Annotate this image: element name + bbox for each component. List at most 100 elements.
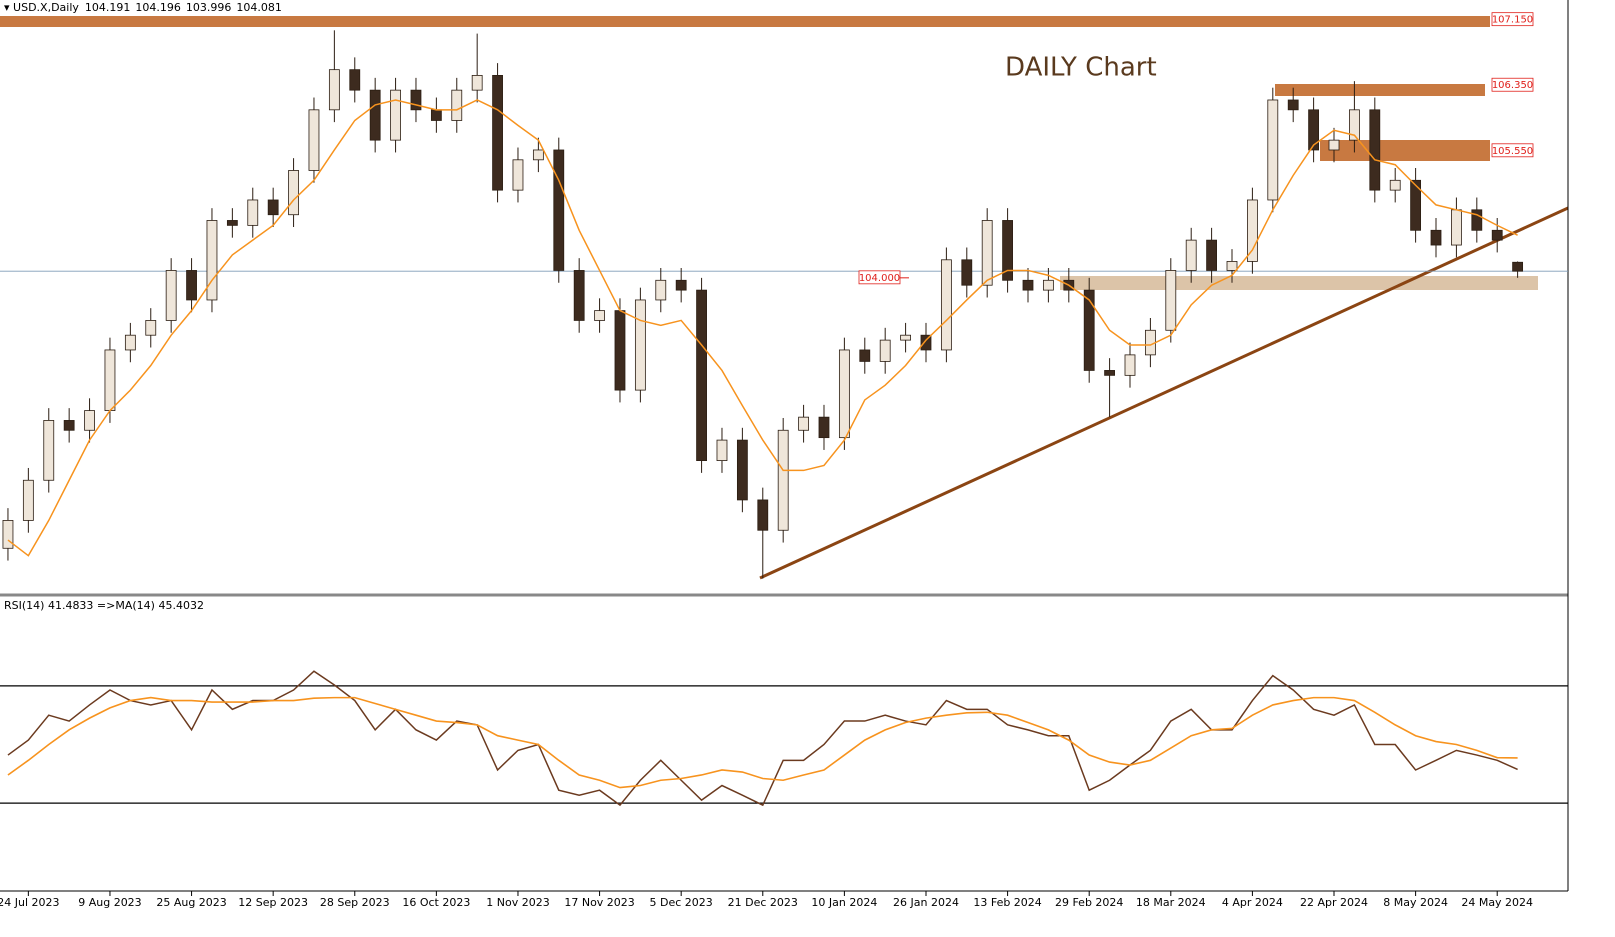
candle-body [532,149,544,161]
resistance-zone [1320,140,1490,161]
candle-body [267,199,279,216]
level-label: 106.350 [1492,80,1533,91]
candle-body [1491,229,1503,241]
rsi-line [7,670,1518,807]
candle-body [369,89,381,141]
candle-body [1226,261,1238,271]
candle-body [859,349,871,362]
x-tick-label: 17 Nov 2023 [564,896,634,909]
support-zone [1060,276,1538,290]
candle-body [2,520,14,549]
x-tick-label: 8 May 2024 [1383,896,1448,909]
candle-body [1165,270,1177,331]
chart-title: DAILY Chart [1005,53,1157,83]
candle-body [798,416,809,431]
candle-body [1451,209,1462,246]
candle-body [1349,109,1360,141]
candle-body [736,439,748,501]
level-label-box [1491,143,1534,158]
candle-body [1369,109,1381,191]
candle-body [1083,289,1095,371]
candle-body [757,499,769,531]
candle-body [1124,354,1136,376]
candle-body [879,339,891,362]
candle-body [1308,109,1320,151]
candle-body [1002,220,1013,281]
candle-body [1430,229,1442,246]
chart-header: ▾ USD.X,Daily 104.191 104.196 103.996 104.08… [4,1,282,14]
candle-body [328,69,340,111]
candle-body [22,479,34,521]
level-label-box [1491,12,1534,27]
candle-body [124,334,136,351]
x-tick-label: 16 Oct 2023 [402,896,470,909]
candle-body [492,74,503,191]
x-tick-label: 25 Aug 2023 [156,896,226,909]
candle-body [512,159,524,191]
resistance-zone [1275,84,1485,96]
candle-body [206,220,218,301]
x-tick-label: 5 Dec 2023 [650,896,713,909]
level-label-box [1491,77,1534,92]
candle-body [43,420,55,481]
symbol: USD.X,Daily [13,1,79,14]
last-close: 104.081 [236,1,282,14]
candle-body [430,109,442,121]
candle-body [594,310,605,321]
trendline [759,206,1569,580]
level-label: 105.550 [1492,146,1533,157]
candle-body [838,349,850,439]
candle-body [940,259,952,351]
candle-body [614,310,626,391]
collapse-icon: ▾ [4,1,13,14]
x-tick-label: 12 Sep 2023 [238,896,308,909]
candle-body [186,270,197,301]
candle-body [961,259,973,286]
candle-body [247,199,259,226]
candle-body [84,410,95,431]
candle-body [1410,179,1422,231]
candle-body [165,270,177,321]
candle-body [634,299,646,391]
candle-body [308,109,320,171]
candle-body [1328,139,1340,151]
candle-body [1042,279,1054,291]
candle-body [920,334,932,351]
x-tick-label: 24 Jul 2023 [0,896,59,909]
candle-body [349,69,361,91]
candle-body [1512,261,1524,272]
x-tick-label: 4 Apr 2024 [1222,896,1283,909]
candle-body [1247,199,1258,262]
x-tick-label: 9 Aug 2023 [78,896,141,909]
candle-body [553,149,565,271]
x-tick-label: 26 Jan 2024 [893,896,959,909]
x-tick-label: 29 Feb 2024 [1055,896,1123,909]
candle-body [145,320,157,336]
x-tick-label: 24 May 2024 [1461,896,1533,909]
candle-body [1389,179,1401,191]
candle-body [573,270,585,321]
candle-body [410,89,422,111]
resistance-zone [0,16,1490,27]
candle-body [777,429,789,531]
rsi-label: RSI(14) 41.4833 =>MA(14) 45.4032 [4,599,204,612]
x-tick-label: 28 Sep 2023 [320,896,390,909]
candle-body [818,416,830,439]
candle-body [675,279,687,291]
candle-body [1287,99,1299,111]
x-tick-label: 21 Dec 2023 [728,896,798,909]
level-label: 104.000 [859,273,900,284]
candle-body [981,220,993,286]
candle-body [471,74,483,91]
candle-body [288,170,299,216]
candle-body [104,349,116,411]
candle-body [900,334,911,341]
candle-body [63,420,75,431]
x-tick-label: 10 Jan 2024 [811,896,877,909]
candle-body [1206,239,1217,271]
last-high: 104.196 [135,1,181,14]
candle-body [1471,209,1483,231]
last-open: 104.191 [85,1,131,14]
candle-body [1185,239,1197,271]
